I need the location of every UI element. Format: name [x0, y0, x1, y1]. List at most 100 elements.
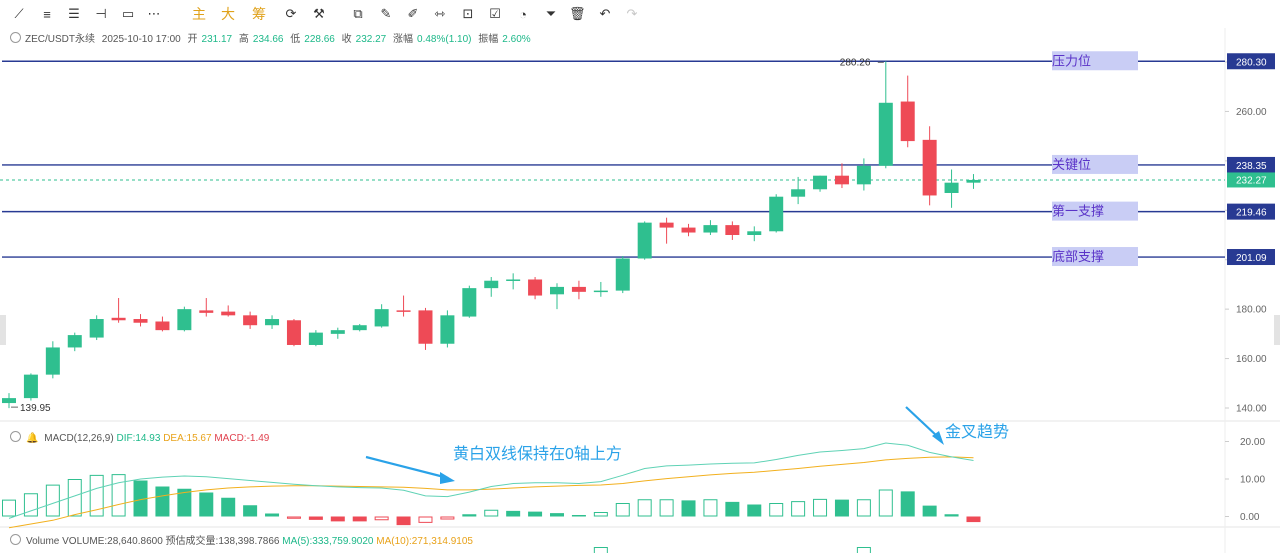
- macd-histogram-bar: [352, 516, 367, 522]
- level-label: 第一支撑: [1052, 204, 1104, 219]
- macd-settings-icon[interactable]: [10, 431, 21, 442]
- macd-histogram-bar: [813, 498, 828, 517]
- candle-body: [374, 309, 389, 327]
- volume-name: Volume: [26, 536, 60, 547]
- candle-body: [856, 165, 871, 185]
- level-price-tag-text: 280.30: [1236, 57, 1267, 68]
- price-tick-label: 140.00: [1236, 404, 1267, 415]
- candle-body: [484, 280, 499, 289]
- macd-histogram-bar: [330, 516, 345, 522]
- amplitude-label: 振幅: [478, 34, 499, 45]
- magnet-icon[interactable]: ◔: [519, 6, 527, 22]
- pen-icon[interactable]: ✎: [380, 6, 392, 21]
- ohlc-info-bar: ZEC/USDT永续 2025-10-10 17:00 开 231.17 高 234…: [10, 30, 535, 45]
- level-label-bg: [1052, 247, 1138, 267]
- amplitude-value: 2.60%: [502, 34, 531, 45]
- level-price-tag-text: 238.35: [1236, 161, 1267, 172]
- macd-dea: DEA:15.67: [163, 433, 212, 444]
- candle-body: [133, 319, 148, 323]
- brush-icon[interactable]: ✐: [407, 6, 419, 21]
- macd-histogram-bar: [856, 499, 871, 517]
- candle-body: [199, 310, 214, 313]
- right-collapse-handle[interactable]: [1274, 315, 1280, 345]
- high-marker-label: 280.26: [840, 57, 871, 68]
- macd-histogram-bar: [418, 516, 433, 523]
- text-tool-1[interactable]: 主: [192, 6, 206, 22]
- candle-body: [177, 309, 192, 331]
- candle-body: [944, 182, 959, 193]
- current-price-tag: [1227, 172, 1275, 188]
- lock-icon[interactable]: ⊡: [462, 6, 474, 21]
- level-label-bg: [1052, 201, 1138, 221]
- text-tool-2[interactable]: 大: [221, 6, 235, 22]
- macd-histogram-bar: [308, 516, 323, 520]
- candle-body: [615, 258, 630, 291]
- macd-histogram-bar: [45, 484, 60, 517]
- level-price-tag: [1227, 203, 1275, 220]
- candle-body: [265, 319, 280, 326]
- volume-settings-icon[interactable]: [10, 534, 21, 545]
- level-label-bg: [1052, 154, 1138, 174]
- candle-body: [769, 196, 784, 232]
- high-label: 高: [238, 34, 249, 45]
- drawing-toolbar: ⟋ ≡ ☰ ⊣ ▭ ⋯ 主大 筹 ⟳ ⚒ ⧉ ✎ ✐ ⇿ ⊡ ☑ ◔ ⏷ 🗑 ↶ ↷: [0, 0, 1280, 28]
- more-icon[interactable]: ⋯: [147, 6, 161, 21]
- alarm-icon[interactable]: 🔔: [26, 433, 39, 444]
- redo-icon[interactable]: ↷: [626, 6, 638, 21]
- candle-body: [111, 317, 126, 321]
- change-label: 涨幅: [393, 34, 414, 45]
- candle-body: [23, 374, 38, 399]
- text-tool-3[interactable]: 筹: [252, 6, 266, 22]
- level-label: 底部支撑: [1052, 249, 1104, 264]
- copy-icon[interactable]: ⧉: [353, 6, 363, 21]
- level-price-tag-text: 201.09: [1236, 253, 1267, 264]
- candle-body: [834, 175, 849, 185]
- note-icon[interactable]: ☑: [489, 6, 501, 21]
- annotation-arrow-1: [365, 455, 449, 480]
- refresh-icon[interactable]: ⟳: [285, 6, 297, 21]
- macd-histogram-bar: [177, 488, 192, 517]
- current-price-tag-text: 232.27: [1236, 175, 1267, 186]
- candle-body: [878, 102, 893, 166]
- rectangle-icon[interactable]: ▭: [121, 6, 135, 21]
- candle-body: [155, 321, 170, 331]
- symbol-name[interactable]: ZEC/USDT永续: [25, 34, 95, 45]
- macd-histogram-bar: [506, 510, 521, 517]
- macd-histogram-bar: [286, 516, 301, 519]
- horizontal-lines-icon[interactable]: ≡: [43, 6, 51, 22]
- filter-icon[interactable]: ⏷: [545, 6, 557, 21]
- measure-icon[interactable]: ⇿: [434, 6, 446, 21]
- macd-histogram-bar: [2, 499, 16, 517]
- macd-histogram-bar: [550, 513, 564, 517]
- macd-histogram-bar: [703, 499, 718, 517]
- macd-histogram-bar: [462, 514, 477, 517]
- candle-body: [506, 279, 521, 281]
- macd-histogram-bar: [374, 516, 389, 521]
- candle-body: [703, 225, 718, 233]
- price-tick-label: 180.00: [1236, 305, 1267, 316]
- macd-histogram-bar: [922, 505, 937, 517]
- symbol-settings-icon[interactable]: [10, 32, 21, 43]
- macd-tick-label: 10.00: [1240, 475, 1265, 486]
- horizontal-ray-icon[interactable]: ⊣: [95, 6, 107, 21]
- candle-body: [791, 189, 806, 197]
- level-price-tag: [1227, 53, 1275, 70]
- annotation-arrowhead-2: [932, 431, 944, 445]
- low-marker-label: 139.95: [20, 403, 51, 414]
- macd-histogram-bar: [199, 492, 214, 517]
- parallel-channel-icon[interactable]: ☰: [68, 6, 80, 21]
- macd-histogram-bar: [484, 509, 499, 517]
- tools-icon[interactable]: ⚒: [313, 6, 325, 21]
- candle-body: [308, 332, 323, 345]
- high-value: 234.66: [252, 34, 284, 45]
- trend-line-icon[interactable]: ⟋: [14, 6, 24, 21]
- undo-icon[interactable]: ↶: [599, 6, 611, 21]
- left-collapse-handle[interactable]: [0, 315, 6, 345]
- annotation-text-1: 黄白双线保持在0轴上方: [453, 445, 622, 463]
- candle-body: [922, 139, 937, 196]
- macd-dif: DIF:14.93: [116, 433, 161, 444]
- macd-histogram-bar: [23, 493, 38, 517]
- trash-icon[interactable]: 🗑: [569, 6, 586, 21]
- open-value: 231.17: [201, 34, 233, 45]
